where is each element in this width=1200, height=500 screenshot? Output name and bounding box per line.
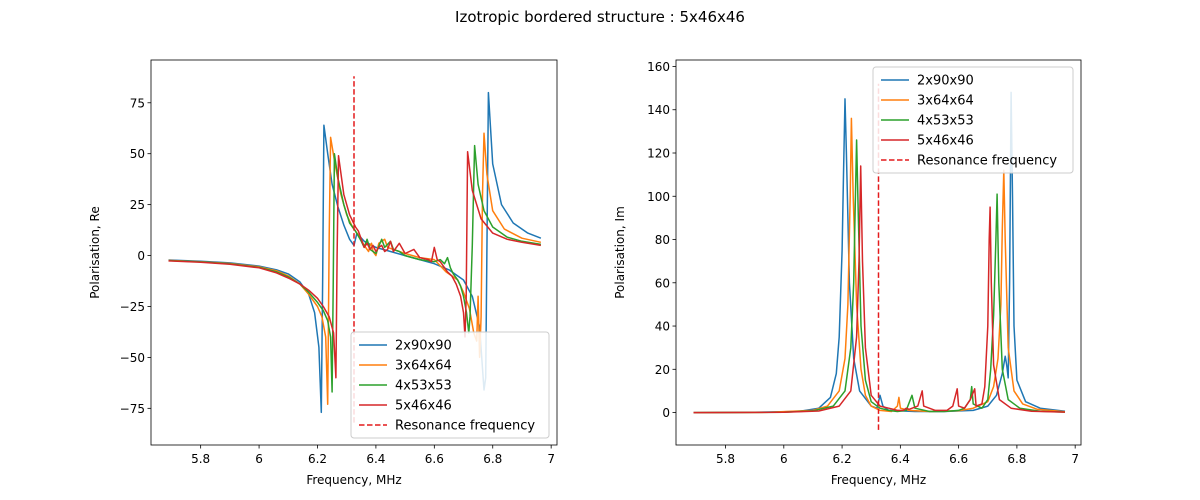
legend-label: 2x90x90 xyxy=(917,74,974,89)
x-tick-label: 6.4 xyxy=(891,452,910,466)
x-tick-label: 6 xyxy=(255,452,263,466)
legend-label: 5x46x46 xyxy=(917,134,974,149)
x-tick-label: 6.4 xyxy=(366,452,385,466)
x-axis-label: Frequency, MHz xyxy=(831,473,926,487)
y-tick-label: 100 xyxy=(647,190,670,204)
legend-label: 3x64x64 xyxy=(917,94,974,109)
y-tick-label: 40 xyxy=(655,320,670,334)
legend-label: 2x90x90 xyxy=(395,339,452,354)
legend-label: 3x64x64 xyxy=(395,359,452,374)
legend-label: 4x53x53 xyxy=(395,379,452,394)
y-axis-label: Polarisation, Re xyxy=(88,206,102,299)
y-tick-label: 60 xyxy=(655,276,670,290)
x-tick-label: 5.8 xyxy=(716,452,735,466)
x-tick-label: 5.8 xyxy=(191,452,210,466)
y-tick-label: 120 xyxy=(647,147,670,161)
series-line-3x64x64 xyxy=(693,117,1066,414)
legend-box xyxy=(872,66,1074,174)
y-tick-label: −75 xyxy=(120,402,145,416)
figure-title: Izotropic bordered structure : 5x46x46 xyxy=(455,8,745,26)
legend-label: Resonance frequency xyxy=(917,154,1057,169)
series-line-4x53x53 xyxy=(168,144,542,393)
right-plot-im: 5.8 6 6.2 6.4 6.6 6.8 7 0 20 40 60 80 100 120 140 160 Fr… xyxy=(613,59,1082,487)
x-tick-label: 7 xyxy=(547,452,555,466)
legend: 2x90x90 3x64x64 4x53x53 5x46x46 Resonance fr… xyxy=(350,331,550,439)
y-tick-label: 140 xyxy=(647,103,670,117)
axes-frame xyxy=(150,59,558,446)
x-tick-label: 6.2 xyxy=(308,452,327,466)
y-tick-label: 80 xyxy=(655,233,670,247)
y-tick-label: 160 xyxy=(647,60,670,74)
x-tick-label: 6.6 xyxy=(425,452,444,466)
legend-label: Resonance frequency xyxy=(395,419,535,434)
x-tick-label: 7 xyxy=(1071,452,1079,466)
legend-label: 5x46x46 xyxy=(395,399,452,414)
x-tick-label: 6.8 xyxy=(483,452,502,466)
x-tick-label: 6.2 xyxy=(833,452,852,466)
x-tick-label: 6 xyxy=(780,452,788,466)
y-axis-label: Polarisation, Im xyxy=(613,206,627,299)
y-tick-label: −50 xyxy=(120,351,145,365)
y-tick-label: −25 xyxy=(120,300,145,314)
series-line-5x46x46 xyxy=(693,165,1066,414)
legend: 2x90x90 3x64x64 4x53x53 5x46x46 Resonance fr… xyxy=(872,66,1074,174)
y-tick-label: 0 xyxy=(662,406,670,420)
y-tick-label: 25 xyxy=(130,198,145,212)
x-tick-label: 6.8 xyxy=(1007,452,1026,466)
legend-box xyxy=(350,331,550,439)
y-tick-label: 75 xyxy=(130,96,145,110)
axes-frame xyxy=(675,59,1082,446)
series-line-5x46x46 xyxy=(168,150,542,379)
x-axis-label: Frequency, MHz xyxy=(306,473,401,487)
y-tick-label: 0 xyxy=(137,249,145,263)
left-plot-re: 5.8 6 6.2 6.4 6.6 6.8 7 −75 −50 −25 0 25 50 75 Frequen… xyxy=(88,59,558,487)
y-tick-label: 20 xyxy=(655,363,670,377)
legend-label: 4x53x53 xyxy=(917,114,974,129)
series-line-4x53x53 xyxy=(693,139,1066,414)
y-tick-label: 50 xyxy=(130,147,145,161)
x-tick-label: 6.6 xyxy=(949,452,968,466)
